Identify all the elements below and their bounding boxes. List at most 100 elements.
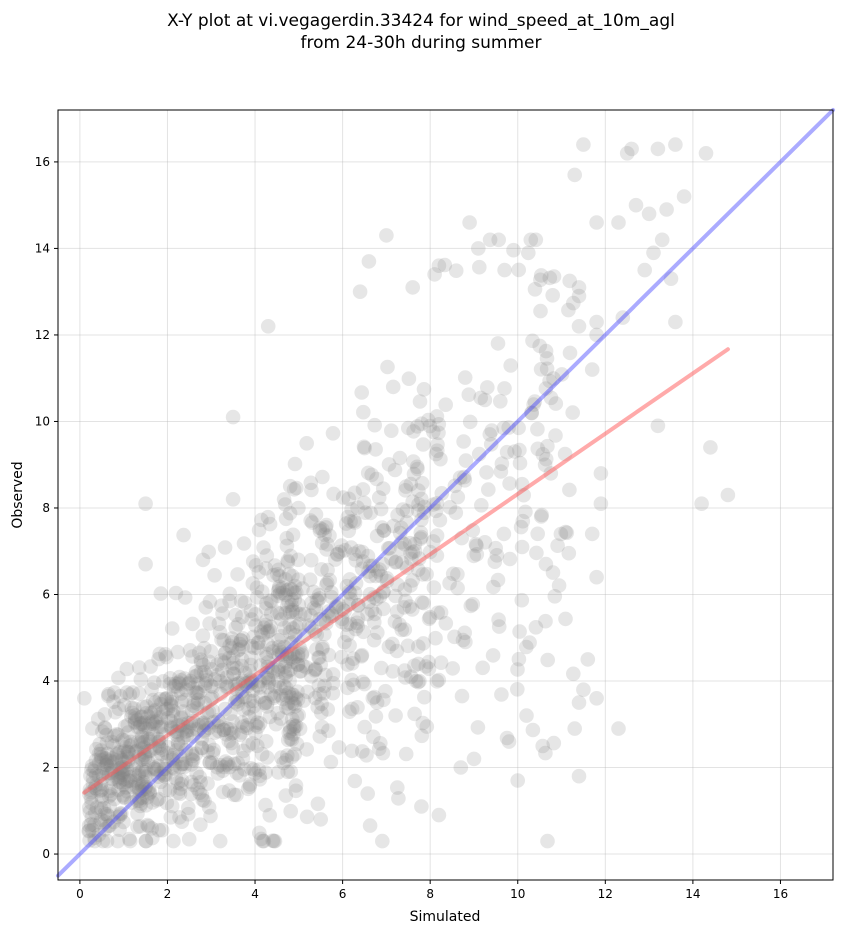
scatter-point [282,723,298,739]
scatter-point [462,215,477,230]
scatter-point [349,615,365,631]
scatter-point [140,790,155,805]
x-tick-label: 0 [76,887,84,901]
scatter-point [310,699,326,715]
scatter-point [163,810,179,825]
scatter-point [266,833,282,849]
scatter-point [426,534,441,549]
scatter-point [277,620,292,635]
scatter-point [276,678,292,694]
scatter-point [132,720,147,735]
scatter-point [402,535,418,551]
scatter-point [576,137,591,152]
scatter-point [275,580,290,596]
scatter-point [284,597,299,613]
scatter-point [283,548,298,564]
scatter-point [151,769,166,784]
scatter-point [668,314,683,330]
scatter-point [387,462,403,478]
scatter-point [168,585,184,601]
scatter-point [471,446,487,462]
scatter-point [270,673,286,689]
scatter-point [354,647,370,663]
scatter-point [315,639,330,655]
scatter-point [124,709,139,724]
scatter-point [368,709,384,724]
scatter-point [174,756,190,772]
scatter-point [497,381,512,396]
one-to-one-line [56,108,835,878]
scatter-point [322,528,337,543]
scatter-point [184,746,200,761]
scatter-point [355,482,371,497]
scatter-point [186,695,202,710]
scatter-point [261,675,277,690]
scatter-point [179,682,194,698]
scatter-point [112,774,128,790]
scatter-point [120,725,136,740]
scatter-point [470,720,486,735]
scatter-point [235,639,250,655]
scatter-point [132,784,147,799]
scatter-point [147,675,162,690]
scatter-point [337,634,352,650]
scatter-point [264,594,279,609]
scatter-point [135,735,151,750]
scatter-point [698,146,714,161]
scatter-point [166,747,181,763]
scatter-point [290,657,306,672]
scatter-point [484,423,500,438]
scatter-point [138,721,153,736]
scatter-point [196,715,212,730]
scatter-point [342,586,358,601]
scatter-point [292,664,308,679]
scatter-point [198,668,214,683]
scatter-point [415,715,431,731]
scatter-point [317,678,332,694]
scatter-point [160,753,175,769]
scatter-point [136,717,151,733]
scatter-point [512,442,527,458]
scatter-point [181,806,196,822]
scatter-point [438,616,454,631]
scatter-point [158,767,173,782]
scatter-point [275,691,291,707]
scatter-point [245,736,261,751]
scatter-point [340,509,356,525]
scatter-point [225,714,240,729]
scatter-point [356,495,372,511]
scatter-point [510,773,525,788]
scatter-point [292,607,308,622]
scatter-point [110,747,125,762]
scatter-point [154,746,169,762]
scatter-point [226,666,241,682]
scatter-point [411,656,426,672]
scatter-point [445,566,461,582]
scatter-point [502,476,517,491]
scatter-point [139,699,154,714]
scatter-point [210,657,225,672]
scatter-point [131,791,147,806]
scatter-point [263,619,278,634]
scatter-point [312,611,328,627]
scatter-point [325,675,341,691]
scatter-point [172,748,187,764]
scatter-point [149,713,164,729]
scatter-point [392,525,408,541]
scatter-point [319,517,334,533]
scatter-point [308,662,323,677]
scatter-point [187,669,202,684]
scatter-point [363,505,378,521]
scatter-point [134,709,149,725]
scatter-point [195,628,211,643]
scatter-point [193,652,209,667]
scatter-point [450,580,465,596]
scatter-point [465,597,481,612]
scatter-point [242,709,257,725]
scatter-point [197,678,213,694]
scatter-point [272,606,288,621]
scatter-point [414,512,429,528]
scatter-point [342,638,357,653]
scatter-point [249,738,265,754]
scatter-point [172,781,188,796]
